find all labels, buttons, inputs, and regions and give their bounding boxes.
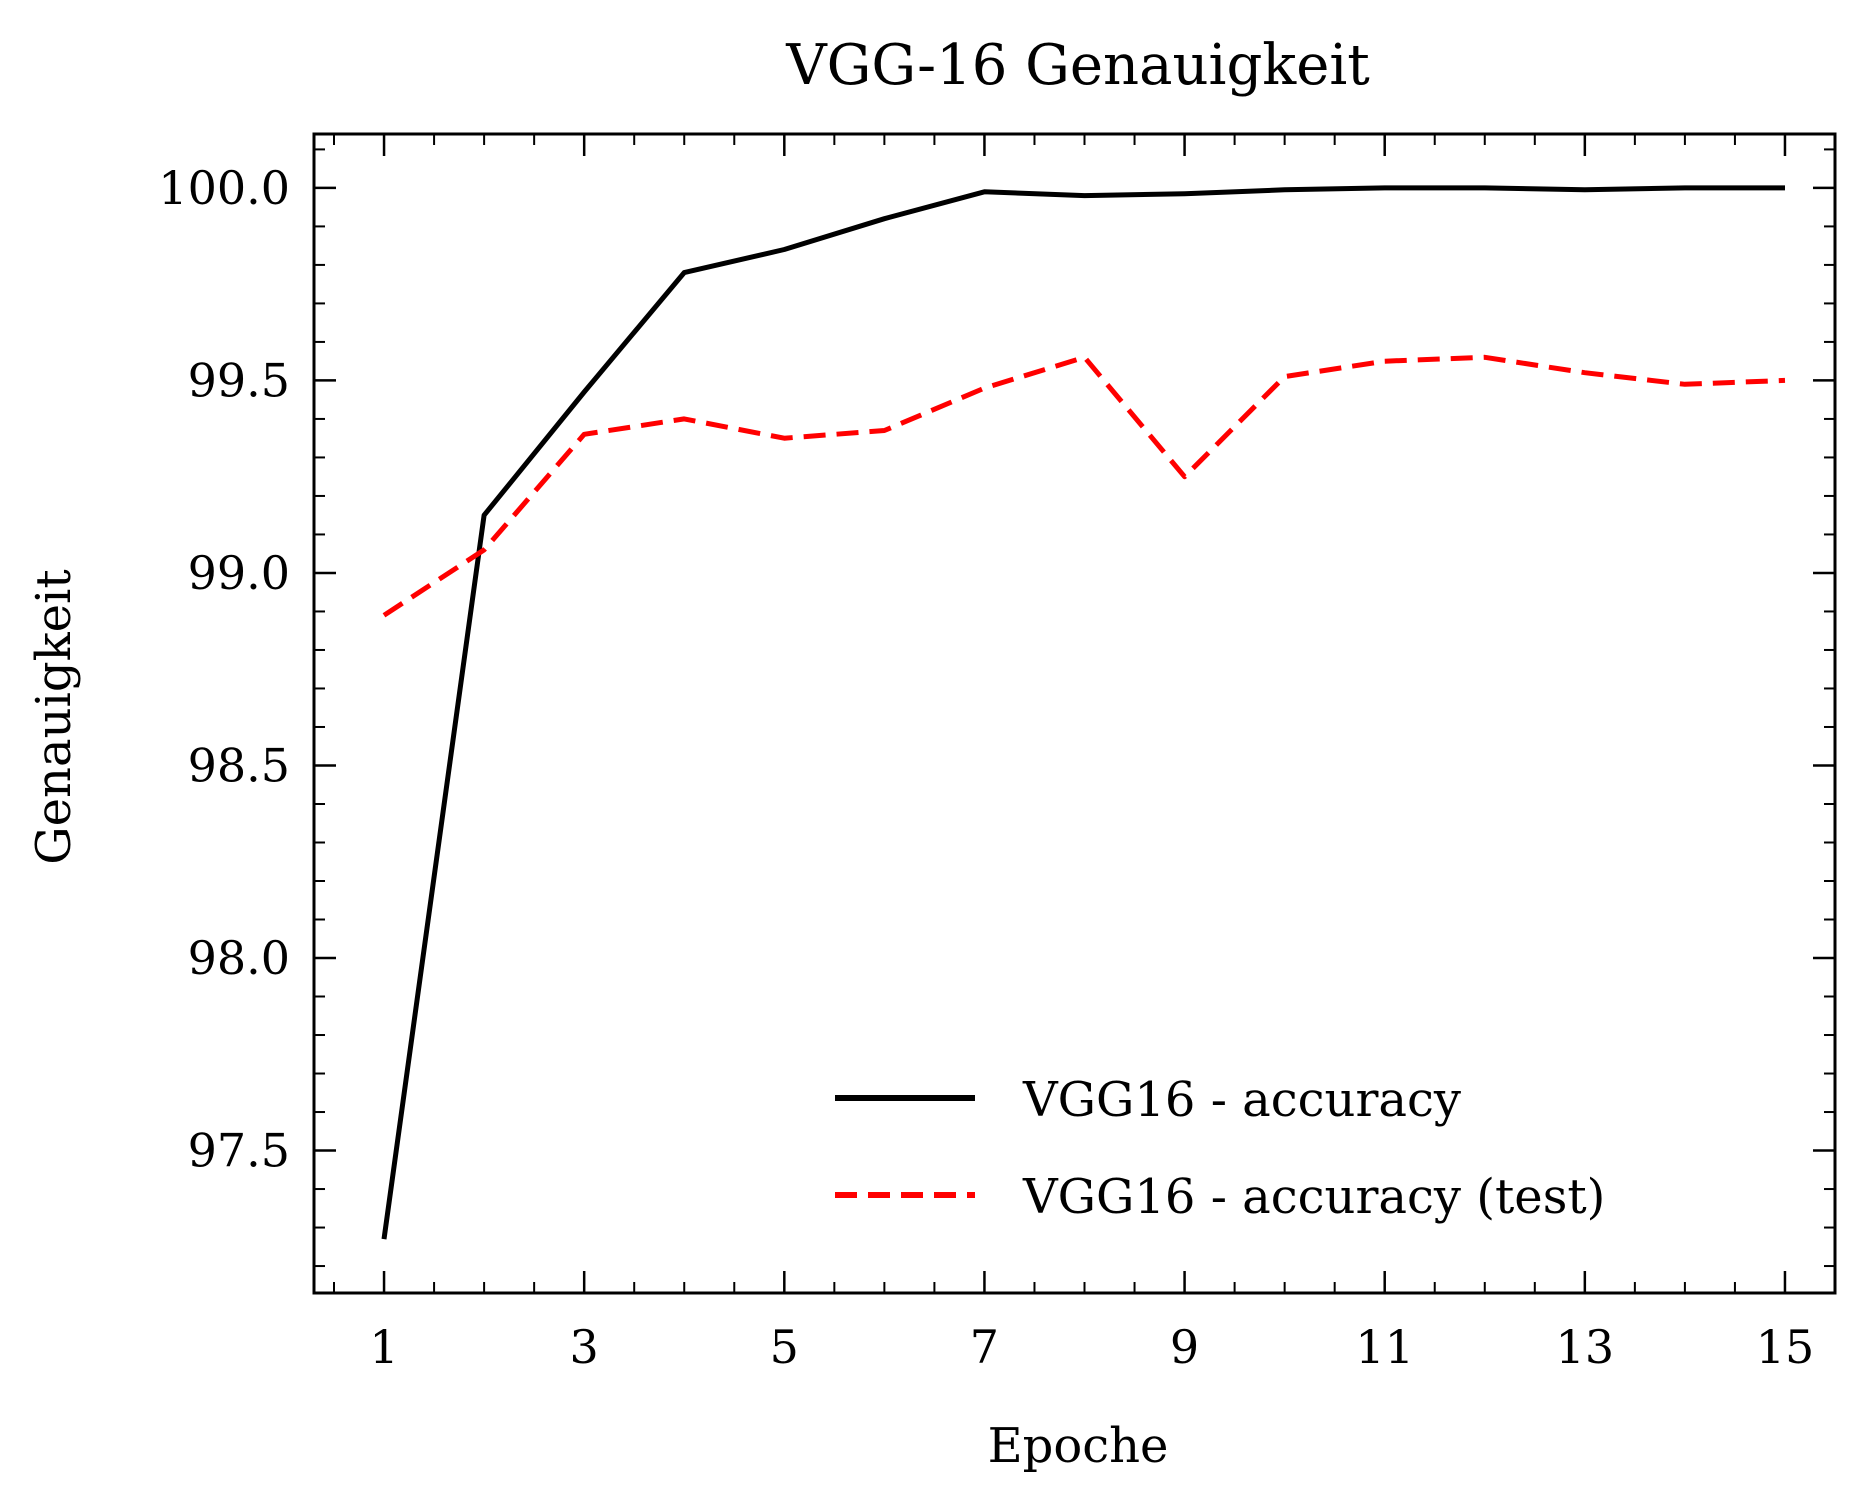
x-tick-label: 9: [1170, 1320, 1199, 1374]
plot-frame: [312, 132, 1837, 1295]
y-tick-label: 99.5: [188, 353, 290, 407]
legend: VGG16 - accuracy VGG16 - accuracy (test): [835, 1072, 1605, 1225]
x-axis-label: Epoche: [988, 1418, 1169, 1474]
y-tick-label: 99.0: [188, 546, 290, 600]
x-tick-label: 15: [1756, 1320, 1815, 1374]
x-tick-label: 7: [970, 1320, 999, 1374]
x-tick-label: 13: [1556, 1320, 1615, 1374]
x-tick-label: 3: [570, 1320, 599, 1374]
x-tick-label: 1: [369, 1320, 398, 1374]
legend-label-train: VGG16 - accuracy: [1022, 1072, 1461, 1128]
y-tick-label: 100.0: [158, 161, 290, 215]
series-layer: [381, 185, 1786, 1240]
legend-label-test: VGG16 - accuracy (test): [1022, 1169, 1605, 1225]
x-tick-labels: 1 3 5 7 9 11 13 15: [369, 1320, 1814, 1374]
x-tick-label: 11: [1355, 1320, 1414, 1374]
series-line-test: [382, 354, 1786, 618]
y-tick-labels: 97.5 98.0 98.5 99.0 99.5 100.0: [158, 161, 290, 1178]
y-tick-label: 98.0: [188, 931, 290, 985]
x-tick-label: 5: [770, 1320, 799, 1374]
ticks-layer: [314, 134, 1836, 1293]
y-axis-label: Genauigkeit: [26, 569, 82, 864]
series-line-train: [381, 185, 1785, 1240]
plot-area: [312, 132, 1837, 1295]
y-tick-label: 98.5: [188, 738, 290, 792]
y-tick-label: 97.5: [188, 1124, 290, 1178]
chart-title: VGG-16 Genauigkeit: [785, 33, 1370, 98]
